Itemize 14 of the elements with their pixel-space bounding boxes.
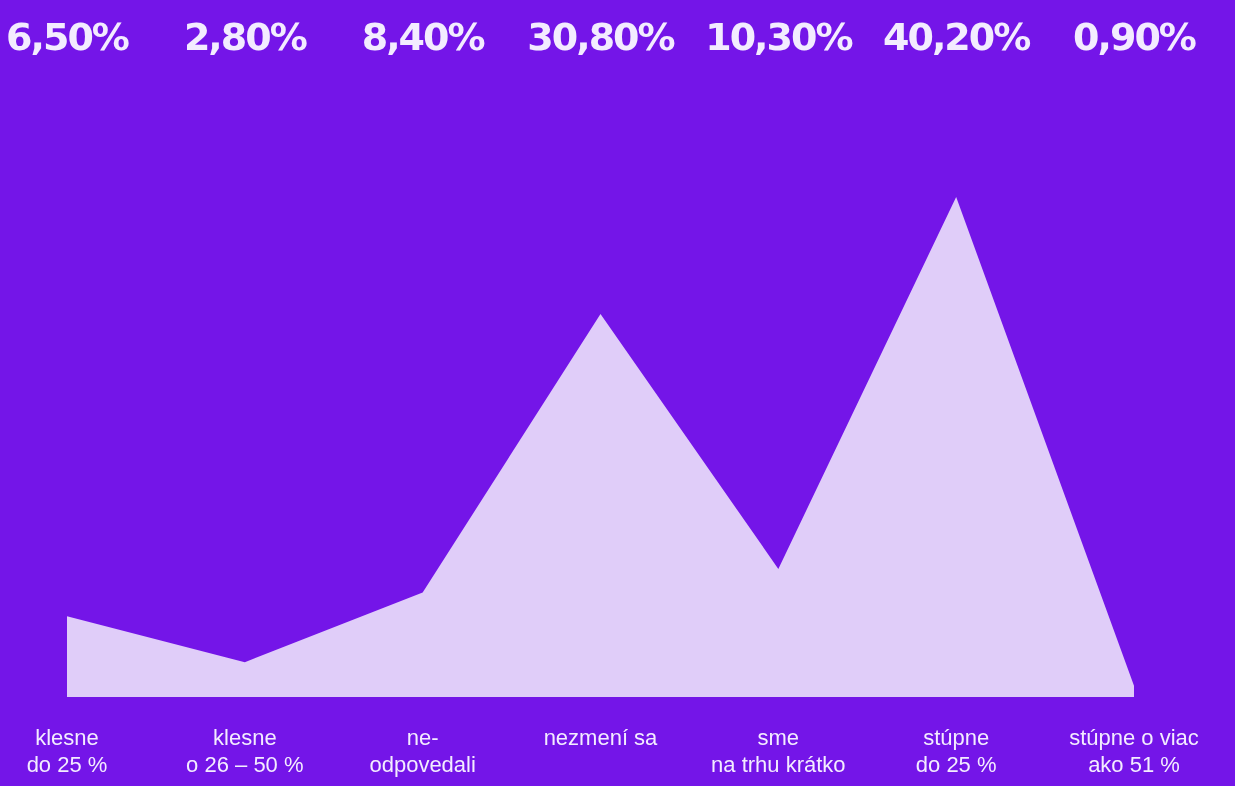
x-tick-label: klesne do 25 % — [26, 725, 108, 777]
x-tick-label: stúpne o viac ako 51 % — [1069, 725, 1199, 777]
x-tick-label: nezmení sa — [543, 725, 659, 750]
data-label: 40,20% — [883, 15, 1031, 59]
data-label: 10,30% — [705, 15, 853, 59]
data-label: 8,40% — [361, 15, 485, 59]
x-tick-label: stúpne do 25 % — [915, 725, 997, 777]
data-label: 6,50% — [6, 15, 129, 59]
x-tick-label: ne- odpovedali — [369, 725, 476, 777]
data-label: 30,80% — [527, 15, 675, 59]
x-tick-label: sme na trhu krátko — [711, 725, 846, 777]
data-label: 0,90% — [1073, 15, 1196, 59]
data-label: 2,80% — [183, 15, 307, 59]
x-tick-label: klesne o 26 – 50 % — [186, 725, 304, 777]
